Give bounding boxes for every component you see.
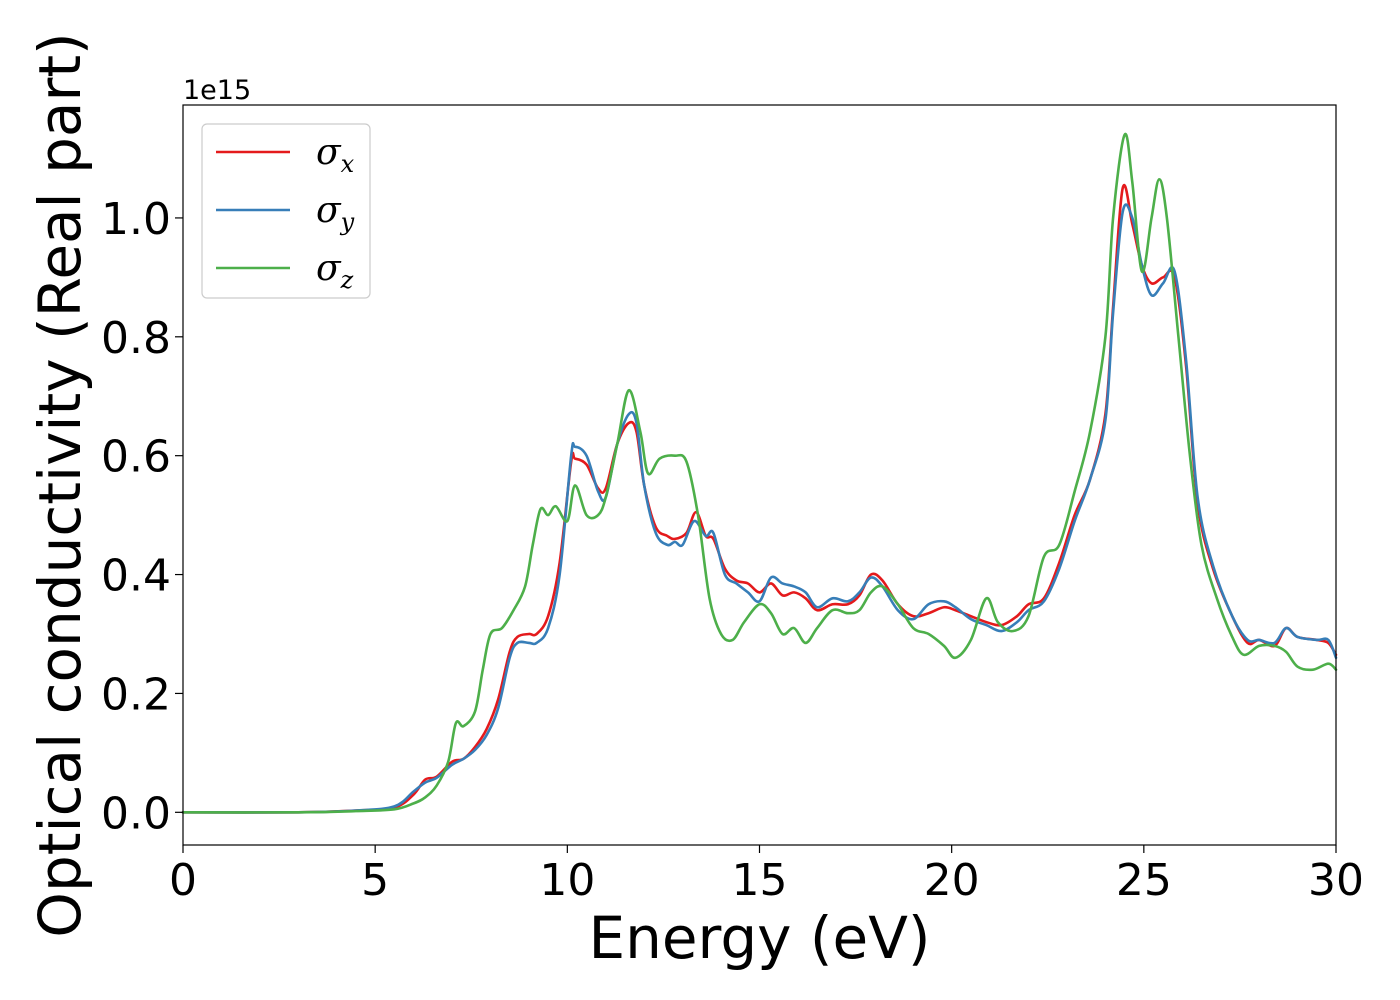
series-line-sigma-y bbox=[181, 203, 1338, 814]
x-tick-label: 30 bbox=[1308, 855, 1364, 906]
series-line-sigma-z bbox=[181, 132, 1338, 814]
y-tick-label: 0.6 bbox=[101, 432, 171, 483]
series-layer bbox=[181, 132, 1338, 814]
x-tick-label: 20 bbox=[924, 855, 980, 906]
series-line-sigma-x bbox=[181, 184, 1338, 814]
x-tick-label: 5 bbox=[361, 855, 389, 906]
y-tick-label: 1.0 bbox=[101, 194, 171, 245]
legend-label-sigma-x: σx bbox=[316, 132, 355, 178]
x-tick-label: 25 bbox=[1116, 855, 1172, 906]
y-tick-label: 0.2 bbox=[101, 669, 171, 720]
y-tick-label: 0.0 bbox=[101, 788, 171, 839]
legend: σx σy σz bbox=[201, 123, 371, 299]
x-tick-label: 10 bbox=[539, 855, 595, 906]
y-offset-label: 1e15 bbox=[183, 75, 251, 106]
legend-label-sigma-y: σy bbox=[316, 190, 355, 236]
legend-label-sigma-z: σz bbox=[316, 248, 354, 294]
y-tick-label: 0.8 bbox=[101, 313, 171, 364]
x-axis-title: Energy (eV) bbox=[588, 904, 930, 972]
x-tick-label: 0 bbox=[169, 855, 197, 906]
x-tick-label: 15 bbox=[732, 855, 788, 906]
ticks-layer: 0 5 10 15 20 25 30 0.0 0.2 0.4 0.6 0.8 1.0 bbox=[101, 194, 1364, 906]
y-axis-title: Optical conductivity (Real part) bbox=[26, 32, 94, 937]
y-tick-label: 0.4 bbox=[101, 551, 171, 602]
